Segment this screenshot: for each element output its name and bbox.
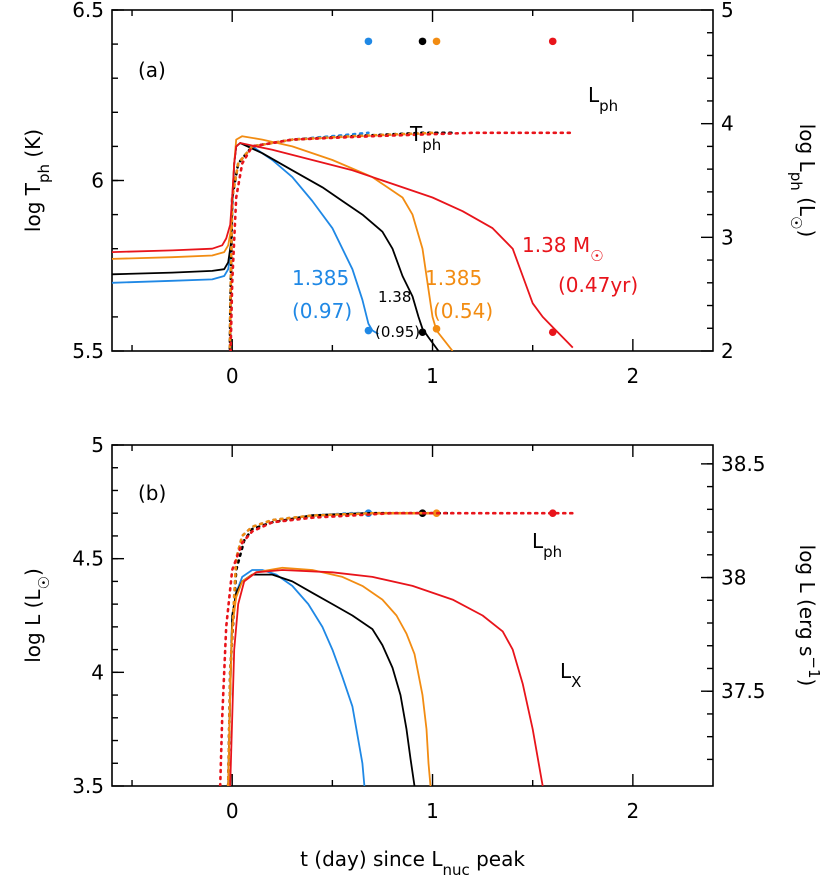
- lph-line-b-red: [218, 511, 575, 786]
- lx-line-red: [229, 569, 544, 786]
- tph-line-black: [112, 142, 440, 351]
- black-age-label: (0.95): [375, 323, 420, 341]
- orange-age-label: (0.54): [433, 299, 493, 323]
- lph-end-dot-blue: [364, 37, 373, 46]
- y-tick-label-b: 4: [91, 660, 104, 684]
- x-tick-label-a: 0: [226, 364, 239, 388]
- lph-line-b-blue: [226, 511, 370, 786]
- lph-line-black: [228, 131, 454, 351]
- lx-label-b: LX: [560, 659, 581, 691]
- panel-label-a: (a): [138, 58, 166, 82]
- lph-label-b: Lph: [532, 529, 562, 561]
- y-tick-label-a: 5.5: [72, 339, 104, 363]
- y-axis-label-b: log L (L☉): [21, 568, 53, 663]
- y-tick-label-b: 4.5: [72, 547, 104, 571]
- tph-end-dot-red: [548, 328, 557, 337]
- lph-end-dot-black: [418, 37, 427, 46]
- tph-end-dot-blue: [364, 326, 373, 335]
- y2-axis-label-a: log Lph (L☉): [787, 124, 819, 238]
- y2-tick-label-a: 4: [721, 112, 734, 136]
- lx-line-black: [227, 573, 416, 786]
- blue-age-label: (0.97): [292, 299, 352, 323]
- x-tick-label-b: 0: [226, 799, 239, 823]
- lph-end-dot-red: [548, 37, 557, 46]
- y-tick-label-a: 6: [91, 169, 104, 193]
- y-tick-label-b: 5: [91, 433, 104, 457]
- x-tick-label-a: 1: [426, 364, 439, 388]
- lph-line-orange: [228, 131, 438, 351]
- lph-label-a: Lph: [588, 83, 618, 115]
- y2-tick-label-b: 38.5: [721, 452, 766, 476]
- lx-line-orange: [227, 566, 432, 786]
- tph-end-dot-orange: [432, 325, 441, 333]
- x-tick-label-a: 2: [626, 364, 639, 388]
- y2-tick-label-a: 5: [721, 0, 734, 22]
- lph-line-b-orange: [226, 511, 438, 786]
- red-age-label: (0.47yr): [558, 273, 638, 297]
- y-tick-label-a: 6.5: [72, 0, 104, 22]
- red-mass-label: 1.38 M☉: [522, 233, 604, 265]
- x-tick-label-b: 1: [426, 799, 439, 823]
- y2-axis-label-b: log L (erg s−1): [795, 545, 823, 687]
- lph-end-dot-b-red: [548, 509, 557, 517]
- tph-label-a: Tph: [409, 122, 441, 154]
- orange-mass-label: 1.385: [425, 266, 482, 290]
- y-tick-label-b: 3.5: [72, 774, 104, 798]
- x-tick-label-b: 2: [626, 799, 639, 823]
- panel-a-frame: [111, 9, 714, 352]
- panel-label-b: (b): [138, 481, 166, 505]
- lph-line-b-black: [226, 511, 454, 786]
- black-mass-label: 1.38: [378, 288, 411, 306]
- y2-tick-label-a: 3: [721, 225, 734, 249]
- y2-tick-label-b: 37.5: [721, 679, 766, 703]
- lph-line-red: [229, 131, 575, 351]
- panel-a: 0 1 2 5.5 6 6.5 2 3 4 5 log Tph (K) log Lph (L☉) (a)…: [21, 0, 819, 388]
- x-axis-label: t (day) since Lnuc peak: [300, 847, 525, 879]
- tph-line-red: [112, 142, 574, 349]
- blue-mass-label: 1.385: [292, 266, 349, 290]
- lph-end-dot-orange: [432, 37, 441, 46]
- y2-tick-label-a: 2: [721, 339, 734, 363]
- y-axis-label-a: log Tph (K): [21, 129, 53, 232]
- lx-line-blue: [227, 569, 366, 786]
- panel-b-frame: [111, 444, 714, 787]
- panel-b: 0 1 2 3.5 4 4.5 5 37.5 38 38.5 log L (L☉) log L (er…: [21, 433, 823, 879]
- tph-end-dot-black: [418, 328, 427, 337]
- y2-tick-label-b: 38: [721, 566, 746, 590]
